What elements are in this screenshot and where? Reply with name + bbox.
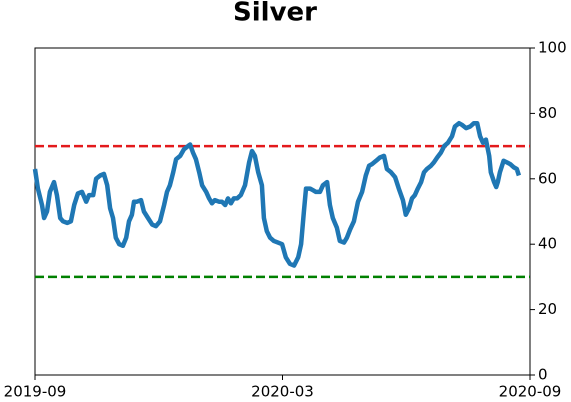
y-tick-label: 20 <box>538 300 557 318</box>
data-line <box>32 120 522 268</box>
y-tick-label: 80 <box>538 104 557 122</box>
x-tick-label: 2020-09 <box>499 383 562 401</box>
x-tick-label: 2020-03 <box>251 383 314 401</box>
y-tick-label: 40 <box>538 235 557 253</box>
chart-title: Silver <box>233 0 317 28</box>
y-tick-label: 100 <box>538 39 567 57</box>
y-tick-label: 60 <box>538 169 557 187</box>
x-tick-label: 2019-09 <box>4 383 67 401</box>
y-tick-label: 0 <box>538 366 548 384</box>
